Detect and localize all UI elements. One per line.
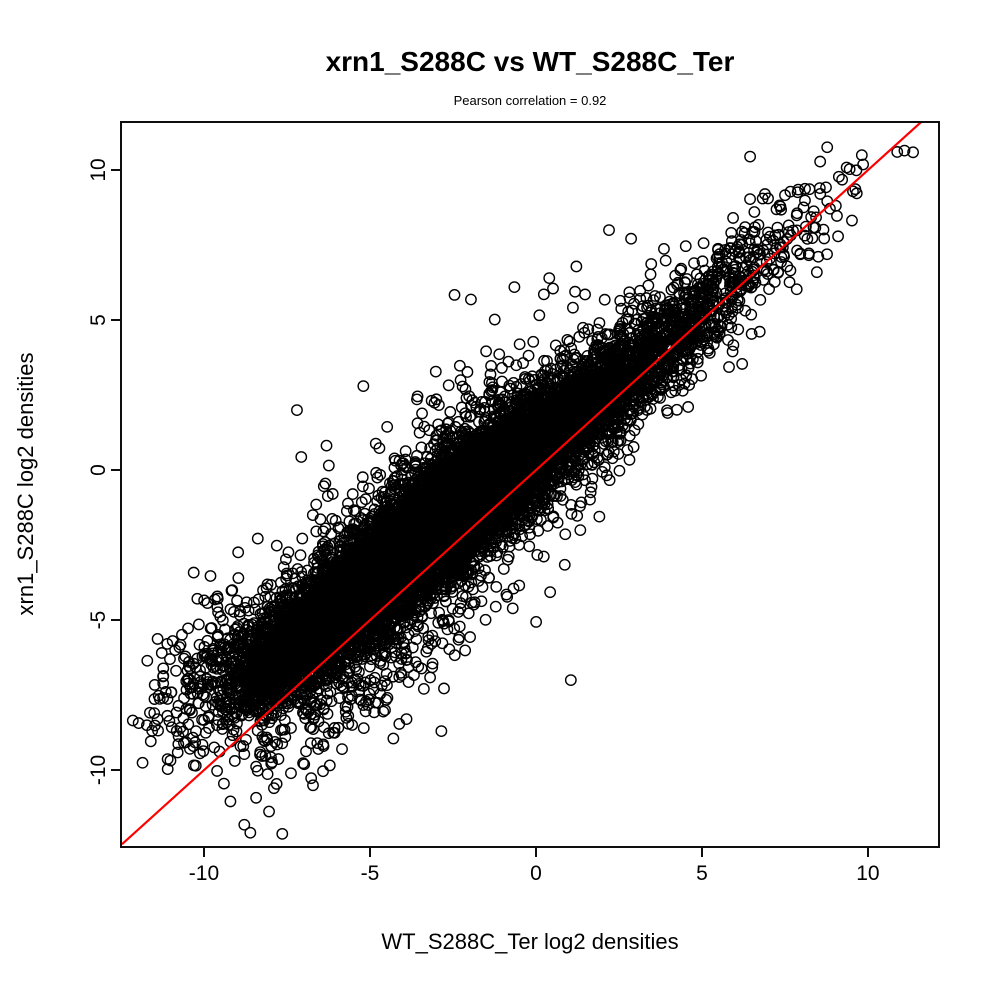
x-axis-tick-label: 0 xyxy=(530,862,542,885)
x-axis-tick xyxy=(866,848,869,857)
y-axis-tick-label: 10 xyxy=(87,158,110,182)
y-axis-tick xyxy=(111,619,120,622)
y-axis-tick-label: 5 xyxy=(87,314,110,326)
x-axis-title: WT_S288C_Ter log2 densities xyxy=(381,929,679,954)
y-axis-tick xyxy=(111,319,120,322)
plot-title: xrn1_S288C vs WT_S288C_Ter xyxy=(325,46,735,77)
y-axis-tick-label: 0 xyxy=(87,464,110,476)
y-axis-title: xrn1_S288C log2 densities xyxy=(13,352,38,616)
plot-area-box xyxy=(120,121,940,848)
x-axis-tick xyxy=(534,848,537,857)
y-axis-tick xyxy=(111,169,120,172)
x-axis-tick xyxy=(700,848,703,857)
x-axis-tick-label: 5 xyxy=(696,862,708,885)
y-axis-tick xyxy=(111,469,120,472)
x-axis-tick-label: -10 xyxy=(188,862,220,885)
pearson-correlation-subtitle: Pearson correlation = 0.92 xyxy=(453,93,607,108)
x-axis-tick xyxy=(368,848,371,857)
x-axis-tick-label: 10 xyxy=(856,862,880,885)
x-axis-tick xyxy=(202,848,205,857)
y-axis-tick-label: -5 xyxy=(87,610,110,630)
x-axis-tick-label: -5 xyxy=(360,862,380,885)
y-axis-tick xyxy=(111,769,120,772)
scatter-points-canvas xyxy=(122,123,938,846)
y-axis-tick-label: -10 xyxy=(87,754,110,786)
